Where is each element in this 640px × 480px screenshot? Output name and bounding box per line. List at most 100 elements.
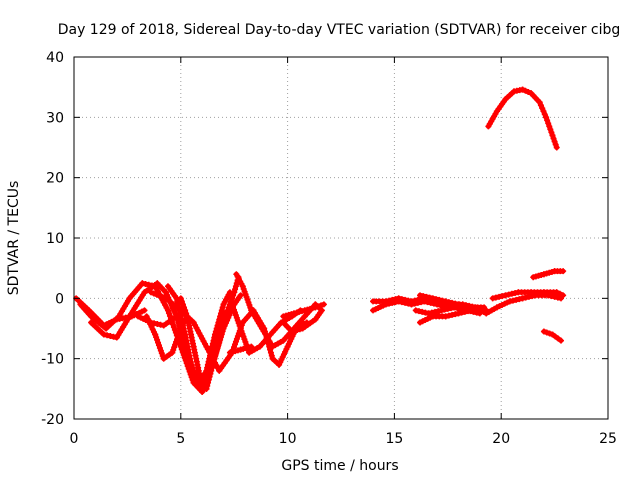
x-tick-labels: 0 5 10 15 20 25: [70, 431, 617, 447]
data-point: [214, 343, 221, 350]
data-point: [219, 325, 226, 332]
data-point: [156, 292, 163, 299]
data-point: [508, 290, 515, 297]
data-point: [402, 296, 409, 303]
data-point: [211, 355, 218, 362]
data-point: [544, 117, 551, 124]
data-point: [154, 320, 161, 327]
data-point: [209, 361, 216, 368]
data-point: [433, 296, 440, 303]
data-point: [150, 290, 157, 297]
data-point: [436, 296, 443, 303]
data-point: [230, 292, 237, 299]
data-point: [224, 307, 231, 314]
data-point: [423, 293, 430, 300]
data-point: [268, 352, 275, 359]
data-point: [226, 301, 233, 308]
data-point: [422, 309, 429, 316]
data-point: [415, 308, 422, 315]
data-point: [216, 337, 223, 344]
data-point: [405, 297, 412, 304]
data-point: [496, 293, 503, 300]
data-point: [147, 289, 154, 296]
data-point: [104, 332, 111, 339]
data-point: [392, 296, 399, 303]
data-point: [181, 304, 188, 311]
data-point: [315, 303, 322, 310]
data-point: [458, 309, 465, 316]
data-point: [153, 291, 160, 298]
data-point: [439, 297, 446, 304]
data-point: [206, 373, 213, 380]
data-point: [525, 293, 532, 300]
data-point: [312, 304, 319, 311]
y-tick-label: -20: [41, 412, 64, 428]
data-point: [549, 132, 556, 139]
data-series: [73, 86, 567, 395]
data-point: [100, 331, 107, 338]
y-axis-label: SDTVAR / TECUs: [6, 181, 22, 296]
x-tick-label: 10: [279, 431, 297, 447]
data-point: [398, 296, 405, 303]
data-point: [445, 312, 452, 319]
data-point: [220, 322, 227, 329]
data-point: [280, 319, 287, 326]
data-point: [221, 319, 228, 326]
data-point: [509, 297, 516, 304]
x-tick-label: 25: [599, 431, 617, 447]
data-point: [205, 379, 212, 386]
data-point: [425, 310, 432, 317]
data-point: [546, 123, 553, 130]
data-point: [183, 310, 190, 317]
data-point: [389, 296, 396, 303]
data-point: [444, 305, 451, 312]
data-point: [231, 289, 238, 296]
data-point: [225, 304, 232, 311]
data-point: [554, 294, 561, 301]
data-point: [552, 141, 559, 148]
data-point: [513, 296, 520, 303]
data-point: [455, 301, 462, 308]
data-point: [110, 333, 117, 340]
data-point: [205, 376, 212, 383]
data-point: [412, 307, 419, 314]
data-point: [215, 340, 222, 347]
data-point: [386, 297, 393, 304]
data-point: [408, 298, 415, 305]
data-point: [219, 328, 226, 335]
data-point: [543, 114, 550, 121]
data-point: [505, 291, 512, 298]
grid-lines: [74, 57, 608, 419]
data-point: [165, 310, 172, 317]
data-point: [539, 105, 546, 112]
data-point: [214, 346, 221, 353]
data-point: [435, 308, 442, 315]
data-point: [232, 283, 239, 290]
data-point: [452, 311, 459, 318]
data-point: [213, 349, 220, 356]
data-point: [516, 296, 523, 303]
data-point: [222, 316, 229, 323]
data-point: [519, 295, 526, 302]
data-point: [461, 302, 468, 309]
data-point: [420, 293, 427, 300]
data-point: [499, 293, 506, 300]
data-point: [142, 281, 149, 288]
data-point: [395, 295, 402, 302]
data-point: [139, 280, 146, 287]
data-point: [207, 370, 214, 377]
data-point: [525, 88, 532, 95]
data-point: [449, 311, 456, 318]
y-tick-label: 0: [55, 291, 64, 307]
data-point: [537, 102, 544, 109]
data-point: [157, 321, 164, 328]
data-point: [560, 292, 567, 299]
data-point: [382, 298, 389, 305]
data-point: [237, 292, 244, 299]
data-point: [548, 129, 555, 136]
data-point: [267, 349, 274, 356]
data-point: [107, 333, 114, 340]
data-point: [481, 304, 488, 311]
y-tick-label: -10: [41, 352, 64, 368]
